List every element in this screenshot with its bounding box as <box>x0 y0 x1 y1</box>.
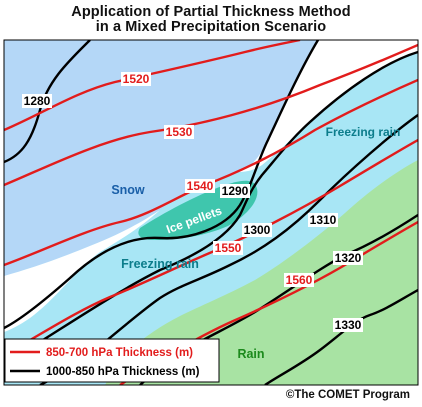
credit-text: ©The COMET Program <box>286 389 410 401</box>
legend-black-label: 1000-850 hPa Thickness (m) <box>46 366 200 378</box>
label-1520: 1520 <box>123 72 150 86</box>
label-1540: 1540 <box>187 179 214 193</box>
label-1560: 1560 <box>286 273 313 287</box>
legend: 850-700 hPa Thickness (m) 1000-850 hPa T… <box>5 339 219 382</box>
legend-red-label: 850-700 hPa Thickness (m) <box>46 347 193 359</box>
freezing-rain-upper-label: Freezing rain <box>326 125 401 139</box>
label-1290: 1290 <box>222 184 249 198</box>
snow-label: Snow <box>111 183 145 197</box>
label-1280: 1280 <box>24 94 51 108</box>
label-1330: 1330 <box>335 318 362 332</box>
label-1300: 1300 <box>244 223 271 237</box>
rain-label: Rain <box>237 347 264 361</box>
label-1530: 1530 <box>166 125 193 139</box>
label-1310: 1310 <box>310 213 337 227</box>
label-1320: 1320 <box>335 251 362 265</box>
freezing-rain-lower-label: Freezing rain <box>121 257 199 271</box>
label-1550: 1550 <box>215 241 242 255</box>
